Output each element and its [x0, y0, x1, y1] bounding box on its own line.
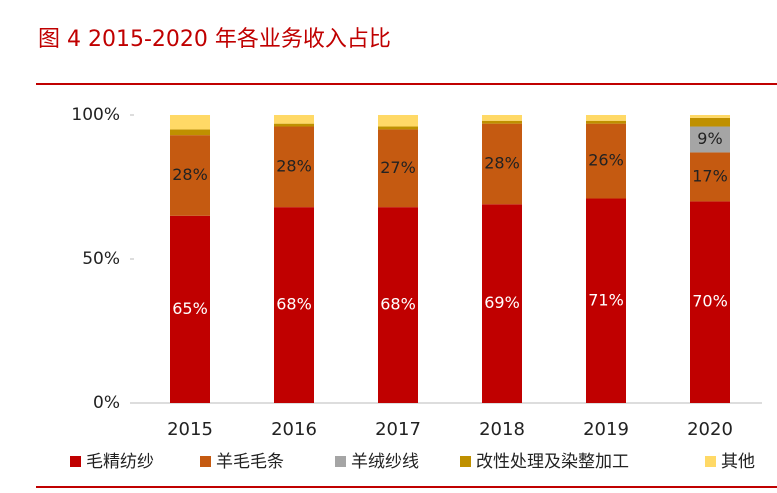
legend-swatch [70, 456, 81, 467]
bar-segment [586, 123, 626, 199]
y-tick-label: 50% [82, 249, 120, 269]
legend-swatch [200, 456, 211, 467]
bar-segment [274, 123, 314, 127]
legend-label: 其他 [721, 452, 755, 472]
y-tick-label: 0% [93, 393, 120, 413]
data-label: 69% [484, 293, 520, 312]
bar-segment [482, 115, 522, 121]
data-label: 17% [692, 166, 728, 185]
data-label: 9% [697, 129, 722, 148]
x-tick-label: 2018 [479, 419, 525, 440]
bar-segment [274, 115, 314, 124]
bar-segment [586, 120, 626, 124]
x-tick-label: 2019 [583, 419, 629, 440]
bar-segment [482, 204, 522, 403]
bar-segment [586, 115, 626, 121]
data-label: 27% [380, 158, 416, 177]
data-label: 28% [172, 165, 208, 184]
legend-swatch [335, 456, 346, 467]
x-tick-label: 2017 [375, 419, 421, 440]
legend-label: 羊绒纱线 [351, 452, 419, 472]
bar-segment [170, 135, 210, 216]
x-tick-label: 2016 [271, 419, 317, 440]
x-tick-label: 2015 [167, 419, 213, 440]
bar-segment [586, 198, 626, 403]
legend-label: 毛精纺纱 [86, 452, 154, 472]
chart-title: 图 4 2015-2020 年各业务收入占比 [38, 27, 391, 52]
bar-segment [482, 120, 522, 124]
bar-segment [378, 115, 418, 127]
bar-segment [170, 115, 210, 130]
data-label: 26% [588, 151, 624, 170]
bar-segment [690, 115, 730, 118]
bar-segment [378, 207, 418, 403]
data-label: 71% [588, 290, 624, 309]
legend-label: 羊毛毛条 [216, 452, 284, 472]
y-tick-label: 100% [71, 105, 120, 125]
bar-segment [170, 129, 210, 136]
bar-segment [274, 207, 314, 403]
bar-segment [690, 126, 730, 153]
bar-segment [690, 152, 730, 202]
data-label: 28% [276, 156, 312, 175]
bar-segment [378, 126, 418, 130]
data-label: 68% [276, 295, 312, 314]
bar-segment [378, 129, 418, 208]
data-label: 28% [484, 153, 520, 172]
legend-label: 改性处理及染整加工 [476, 452, 629, 472]
data-label: 68% [380, 295, 416, 314]
legend-swatch [460, 456, 471, 467]
bar-segment [170, 215, 210, 403]
bar-segment [690, 117, 730, 127]
data-label: 70% [692, 292, 728, 311]
x-tick-label: 2020 [687, 419, 733, 440]
data-label: 65% [172, 299, 208, 318]
bar-segment [482, 123, 522, 205]
legend-swatch [705, 456, 716, 467]
bar-segment [690, 201, 730, 403]
bar-segment [274, 126, 314, 208]
